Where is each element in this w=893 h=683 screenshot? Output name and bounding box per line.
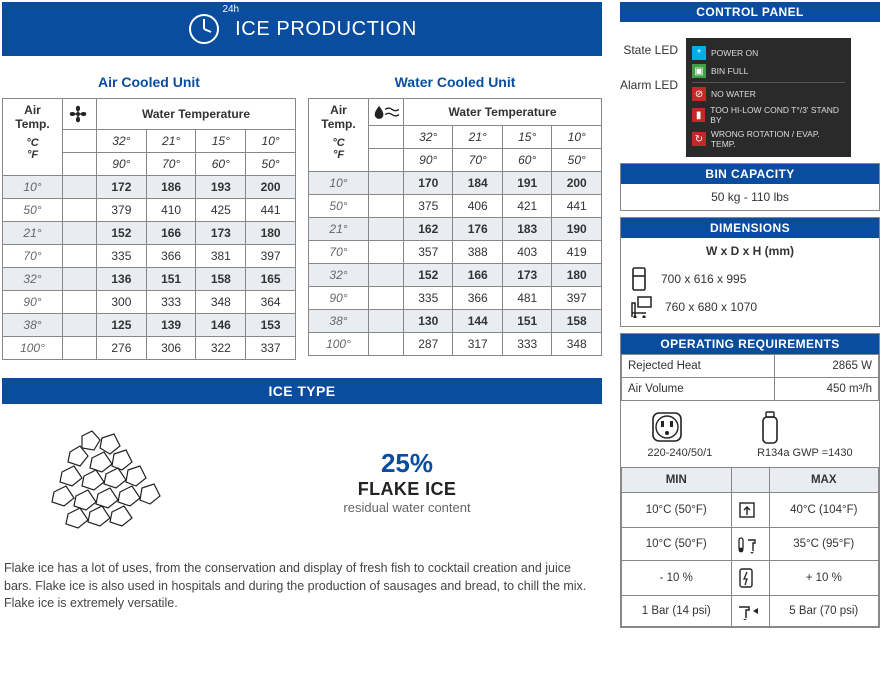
- dimensions-sub: W x D x H (mm): [621, 238, 879, 264]
- clock-icon: 24h: [187, 12, 221, 46]
- table-row: 50°375406421441: [309, 195, 602, 218]
- table-row: 50°379410425441: [3, 199, 296, 222]
- water-cooled-title: Water Cooled Unit: [308, 74, 602, 90]
- unit-c: °C: [313, 137, 364, 149]
- table-row: 100°276306322337: [3, 337, 296, 360]
- flake-sub: residual water content: [232, 500, 582, 515]
- ice-production-header: 24h ICE PRODUCTION: [2, 2, 602, 56]
- minmax-row: 1 Bar (14 psi)5 Bar (70 psi): [622, 596, 879, 627]
- rejected-heat-value: 2865 W: [774, 355, 878, 378]
- table-row: 38°130144151158: [309, 310, 602, 333]
- dimensions-header: DIMENSIONS: [621, 218, 879, 238]
- unit-f: °F: [313, 149, 364, 161]
- led-row: *POWER ON: [692, 44, 845, 62]
- water-cooled-block: Water Cooled Unit Air Temp. °C °F: [308, 74, 602, 360]
- table-row: 10°172186193200: [3, 176, 296, 199]
- bin-capacity-value: 50 kg - 110 lbs: [621, 184, 879, 210]
- fan-icon: [67, 103, 92, 125]
- air-volume-label: Air Volume: [622, 378, 775, 401]
- state-led-label: State LED: [620, 38, 678, 63]
- water-temp-label: Water Temperature: [404, 99, 602, 126]
- flake-desc: Flake ice has a lot of uses, from the co…: [2, 554, 602, 613]
- unit-dimension-icon: [629, 266, 649, 292]
- min-label: MIN: [622, 468, 732, 493]
- led-row: ▮TOO HI-LOW COND T°/3' STAND BY: [692, 103, 845, 127]
- table-row: 70°357388403419: [309, 241, 602, 264]
- rejected-heat-label: Rejected Heat: [622, 355, 775, 378]
- refrigerant-icon: [757, 409, 853, 447]
- table-row: 70°335366381397: [3, 245, 296, 268]
- refrigerant-value: R134a GWP =1430: [757, 447, 853, 459]
- water-drop-icon: [373, 103, 399, 121]
- control-panel-header: CONTROL PANEL: [620, 2, 880, 22]
- air-cooled-table: Air Temp. °C °F Water Temperature 32°21°…: [2, 98, 296, 360]
- led-panel: *POWER ON▣BIN FULL ⊘NO WATER▮TOO HI-LOW C…: [686, 38, 851, 157]
- led-row: ⊘NO WATER: [692, 85, 845, 103]
- table-row: 21°162176183190: [309, 218, 602, 241]
- flake-pct: 25%: [232, 448, 582, 479]
- air-cooled-title: Air Cooled Unit: [2, 74, 296, 90]
- air-temp-label: Air Temp.: [7, 103, 58, 131]
- air-temp-label: Air Temp.: [313, 103, 364, 131]
- shipping-dimension-value: 760 x 680 x 1070: [665, 300, 757, 314]
- air-volume-value: 450 m³/h: [774, 378, 878, 401]
- flake-name: FLAKE ICE: [232, 479, 582, 500]
- flake-ice-illustration: [22, 416, 202, 546]
- table-row: 10°170184191200: [309, 172, 602, 195]
- unit-c: °C: [7, 137, 58, 149]
- alarm-led-label: Alarm LED: [620, 73, 678, 98]
- plug-icon: [647, 409, 712, 447]
- minmax-row: 10°C (50°F)35°C (95°F): [622, 528, 879, 561]
- ice-type-header: ICE TYPE: [2, 378, 602, 404]
- water-temp-label: Water Temperature: [97, 99, 296, 130]
- clock-badge: 24h: [222, 4, 239, 15]
- table-row: 38°125139146153: [3, 314, 296, 337]
- min-max-table: MIN MAX 10°C (50°F)40°C (104°F)10°C (50°…: [621, 467, 879, 627]
- shipping-dimension-icon: [629, 296, 653, 318]
- unit-f: °F: [7, 149, 58, 161]
- unit-dimension-value: 700 x 616 x 995: [661, 272, 746, 286]
- table-row: 90°300333348364: [3, 291, 296, 314]
- minmax-row: 10°C (50°F)40°C (104°F): [622, 493, 879, 528]
- table-row: 90°335366481397: [309, 287, 602, 310]
- ice-production-title: ICE PRODUCTION: [235, 18, 417, 41]
- bin-capacity-header: BIN CAPACITY: [621, 164, 879, 184]
- water-cooled-table: Air Temp. °C °F Water Temperature 32°21°…: [308, 98, 602, 356]
- table-row: 100°287317333348: [309, 333, 602, 356]
- table-row: 21°152166173180: [3, 222, 296, 245]
- led-row: ▣BIN FULL: [692, 62, 845, 80]
- max-label: MAX: [769, 468, 879, 493]
- electrical-value: 220-240/50/1: [647, 447, 712, 459]
- table-row: 32°136151158165: [3, 268, 296, 291]
- minmax-row: - 10 %+ 10 %: [622, 561, 879, 596]
- air-cooled-block: Air Cooled Unit Air Temp. °C °F: [2, 74, 296, 360]
- led-row: ↻WRONG ROTATION / EVAP. TEMP.: [692, 127, 845, 151]
- table-row: 32°152166173180: [309, 264, 602, 287]
- operating-header: OPERATING REQUIREMENTS: [621, 334, 879, 354]
